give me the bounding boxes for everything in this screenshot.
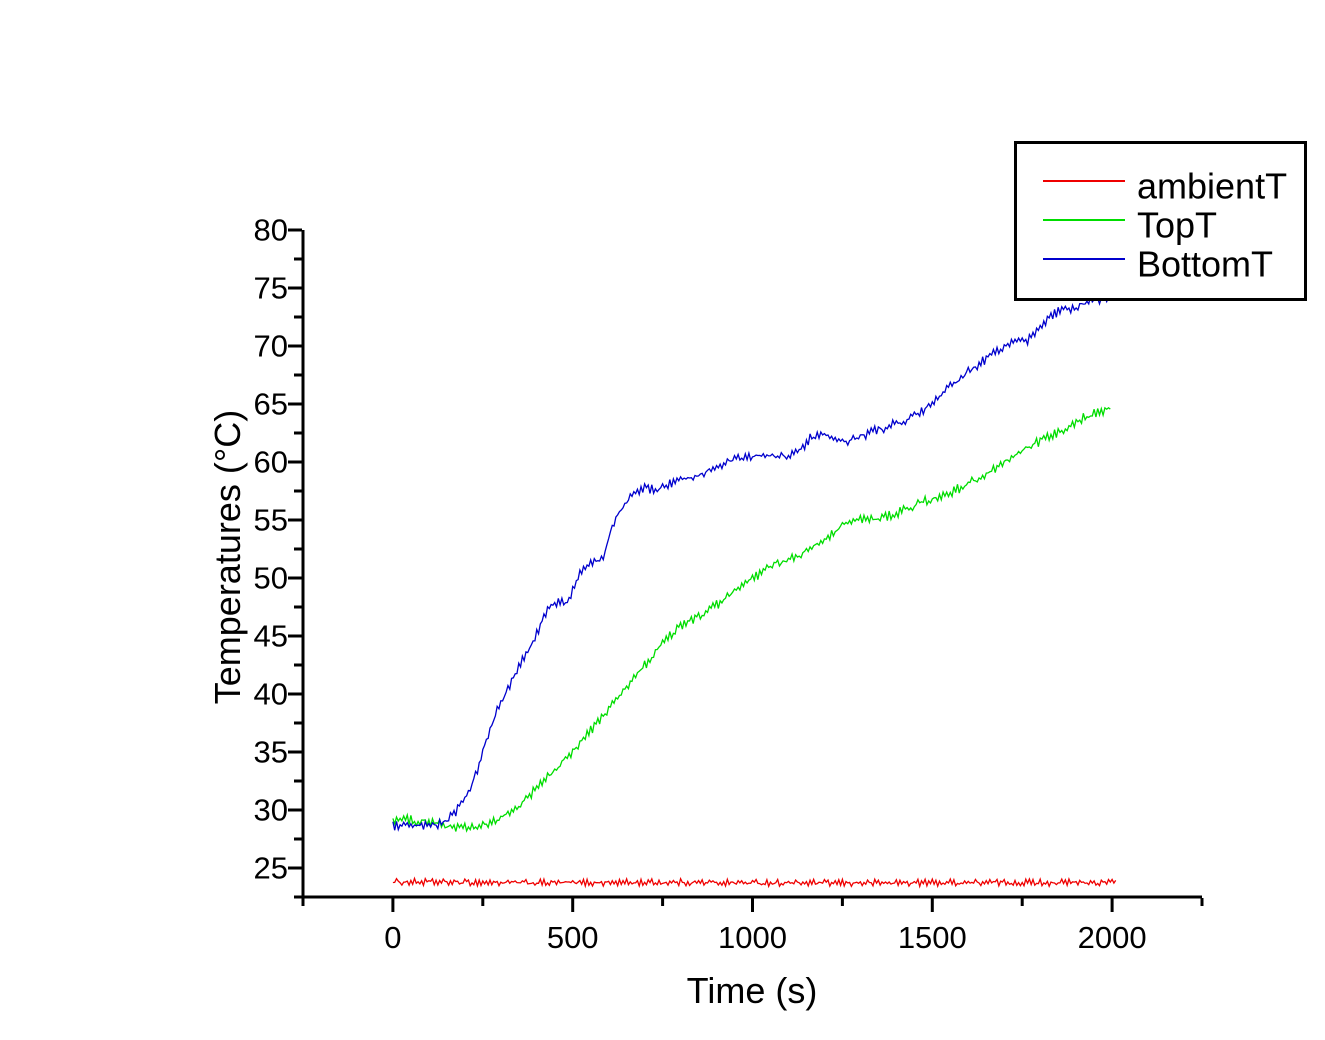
series-line-ambientT — [392, 876, 1117, 889]
legend-label-TopT: TopT — [1137, 205, 1217, 246]
series-line-TopT — [392, 406, 1111, 833]
legend: ambientT TopT BottomT — [1014, 141, 1307, 301]
y-tick-label: 25 — [254, 851, 288, 886]
series-line-BottomT — [392, 293, 1110, 832]
x-tick-label: 500 — [547, 920, 599, 955]
x-tick-label: 1000 — [718, 920, 787, 955]
y-axis-title: Temperatures (°C) — [207, 410, 248, 704]
y-tick-label: 30 — [254, 793, 288, 828]
axes-layer: 0 500 1000 1500 2000 25 30 35 40 45 50 55 60 65 70 75 80 — [254, 213, 1204, 955]
y-tick-label: 60 — [254, 445, 288, 480]
y-tick-label: 75 — [254, 271, 288, 306]
x-tick-label: 2000 — [1078, 920, 1147, 955]
y-tick-label: 40 — [254, 677, 288, 712]
y-tick-label: 65 — [254, 387, 288, 422]
legend-label-ambientT: ambientT — [1137, 166, 1287, 207]
legend-label-BottomT: BottomT — [1137, 244, 1273, 285]
x-tick-label: 1500 — [898, 920, 967, 955]
series-layer — [392, 293, 1117, 889]
y-tick-label: 70 — [254, 329, 288, 364]
y-tick-label: 45 — [254, 619, 288, 654]
y-tick-label: 50 — [254, 561, 288, 596]
y-tick-label: 55 — [254, 503, 288, 538]
x-tick-label: 0 — [384, 920, 401, 955]
x-axis-title: Time (s) — [687, 970, 818, 1011]
axis-spines — [301, 230, 1202, 899]
y-tick-label: 35 — [254, 735, 288, 770]
y-tick-label: 80 — [254, 213, 288, 248]
